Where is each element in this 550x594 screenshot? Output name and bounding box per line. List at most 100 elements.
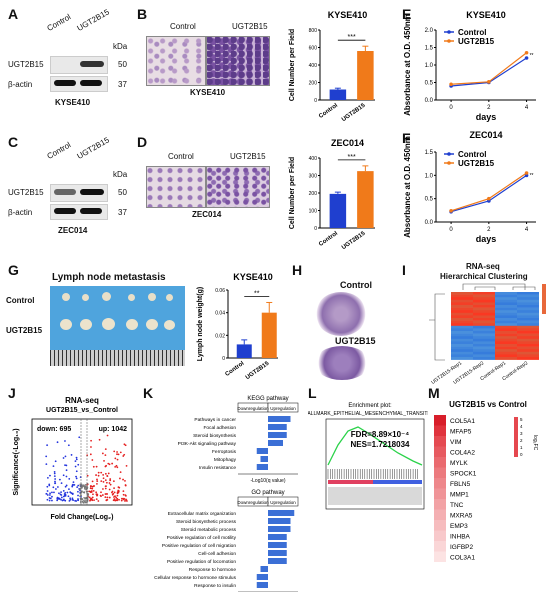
point-down — [77, 463, 80, 466]
y-tick-label: 400 — [309, 63, 318, 69]
point-ns — [86, 500, 89, 502]
point-up — [125, 498, 127, 501]
x-tick-label: 2 — [487, 105, 491, 111]
chart-e: KYSE410 0.0 0.5 1.0 1.5 2.0 0 2 4 days Absorbance … — [403, 10, 536, 122]
point-up — [105, 485, 107, 488]
heat-cell — [451, 349, 473, 353]
point-down — [56, 486, 59, 488]
kegg-xlabel: -Log10(q value) — [250, 478, 285, 484]
scale-tick: 2 — [520, 438, 523, 443]
heatmap-cell — [434, 446, 446, 457]
heat-cell — [517, 325, 539, 329]
point-up — [108, 463, 111, 466]
gene-label: EMP3 — [450, 523, 468, 530]
y-tick-label: 600 — [309, 46, 318, 52]
go-bar — [268, 550, 287, 556]
point-up — [101, 494, 104, 496]
point-ns — [83, 488, 86, 490]
point-down — [75, 456, 78, 459]
heat-cell — [495, 307, 517, 311]
point-up — [113, 496, 115, 498]
point-down — [51, 499, 53, 502]
point-up — [100, 491, 102, 494]
y-tick-label: 400 — [309, 156, 318, 162]
panel-label-l: L — [308, 385, 317, 401]
chart-l-gsea: Enrichment plot: HALLMARK_EPITHELIAL_MESE… — [308, 403, 428, 510]
point-down — [63, 494, 66, 497]
chart-title: KYSE410 — [233, 272, 273, 282]
go-term: Response to insulin — [194, 583, 236, 589]
point-up — [106, 493, 108, 495]
point-up — [113, 450, 116, 453]
point-down — [68, 478, 71, 480]
heat-cell — [495, 315, 517, 319]
heat-cell — [495, 318, 517, 321]
heat-cell — [451, 297, 473, 301]
point-up — [93, 499, 95, 502]
point-up — [92, 493, 94, 496]
heatmap-cell — [434, 436, 446, 447]
heat-cell — [451, 351, 473, 355]
point-up — [122, 490, 125, 493]
go-term: Positive regulation of cell motility — [167, 535, 237, 541]
point-down — [46, 485, 49, 488]
blot-band-box-ugt2b15 — [50, 184, 108, 202]
gsea-title-1: Enrichment plot: — [348, 403, 392, 409]
legend-label: Control — [458, 28, 486, 37]
micrograph-control — [146, 36, 206, 86]
point-up — [104, 454, 107, 457]
point-up — [96, 482, 98, 485]
heat-cell — [517, 346, 539, 350]
point-down — [71, 493, 74, 496]
panel-label-k: K — [143, 385, 154, 401]
point-down — [60, 482, 63, 485]
point-up — [125, 464, 128, 467]
point-down — [77, 490, 79, 493]
rank-bar-blue — [373, 480, 422, 484]
node-c1 — [62, 293, 70, 301]
heat-cell — [451, 336, 473, 340]
heat-cell — [473, 297, 495, 301]
heat-cell — [517, 305, 539, 308]
kegg-bar — [268, 440, 283, 446]
point-up — [106, 434, 109, 437]
kegg-term: PI3K-Akt signaling pathway — [178, 441, 237, 447]
point-up — [95, 465, 98, 468]
kegg-term: Mitophagy — [214, 457, 237, 463]
blot-row-ugt2b15: UGT2B15 — [8, 60, 44, 69]
gsea-nes: NES=1.7218034 — [351, 440, 410, 449]
point-down — [65, 475, 68, 478]
point-down — [54, 482, 56, 485]
point-down — [62, 489, 65, 492]
chart-m-heatmap: UGT2B15 vs Control COL5A1 MFAP5 VIM COL4A2 MY… — [434, 400, 538, 562]
go-bar — [268, 510, 295, 516]
dendrogram-top — [462, 283, 536, 290]
heat-cell — [517, 336, 539, 340]
blot-band-control — [54, 189, 76, 195]
node-c4 — [128, 294, 135, 301]
point-ns — [80, 498, 82, 501]
y-axis-label: Absorbance at O.D. 450nm — [403, 136, 412, 238]
point-down — [75, 470, 78, 473]
heat-cell — [495, 292, 517, 295]
bar-ugt2b15 — [357, 171, 374, 228]
point-ns — [81, 500, 84, 503]
legend-label: UGT2B15 — [458, 37, 495, 46]
point-up — [104, 448, 107, 451]
chart-f: ZEC014 0.0 0.5 1.0 1.5 0 2 4 days Absorbance at O… — [403, 130, 536, 244]
blot-kda-label: kDa — [113, 42, 128, 51]
point-ns — [84, 497, 86, 500]
ruler — [50, 350, 185, 366]
heat-cell — [451, 338, 473, 342]
chart-title: ZEC014 — [469, 130, 502, 140]
point-up — [124, 500, 126, 502]
point-down — [61, 499, 64, 502]
blot-band-actin-1 — [54, 208, 76, 214]
heat-cell — [451, 344, 473, 347]
point-down — [78, 436, 81, 439]
point-down — [64, 464, 66, 467]
x-tick-label: 0 — [449, 227, 453, 233]
series-point — [524, 171, 529, 175]
blot-lane-control: Control — [45, 12, 73, 33]
